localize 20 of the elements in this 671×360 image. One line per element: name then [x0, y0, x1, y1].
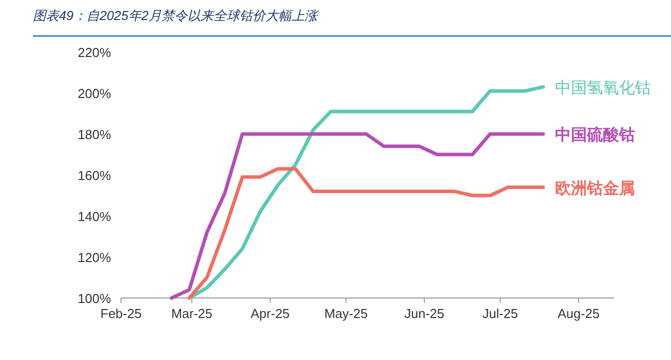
- line-series: [188, 167, 545, 300]
- y-tick-label: 100%: [78, 291, 112, 306]
- y-tick-label: 180%: [78, 127, 112, 142]
- x-tick-label: Mar-25: [171, 306, 212, 321]
- series-label: 欧洲钴金属: [555, 179, 636, 198]
- series-label: 中国硫酸钴: [555, 126, 636, 144]
- y-tick-label: 140%: [78, 209, 112, 224]
- x-tick-label: Apr-25: [250, 306, 290, 321]
- x-tick-label: May-25: [324, 306, 368, 321]
- x-tick-label: Jun-25: [404, 306, 444, 321]
- line-series: [170, 132, 545, 300]
- x-tick-label: Jul-25: [482, 306, 518, 321]
- series-label: 中国氢氧化钴: [555, 78, 652, 97]
- y-tick-label: 160%: [78, 168, 112, 183]
- x-tick-label: Aug-25: [558, 306, 600, 321]
- x-tick-label: Feb-25: [100, 306, 142, 321]
- y-tick-label: 200%: [78, 86, 112, 101]
- y-tick-label: 220%: [78, 45, 112, 60]
- y-tick-label: 120%: [78, 250, 112, 265]
- chart-title: 图表49：自2025年2月禁令以来全球钴价大幅上涨: [33, 8, 320, 23]
